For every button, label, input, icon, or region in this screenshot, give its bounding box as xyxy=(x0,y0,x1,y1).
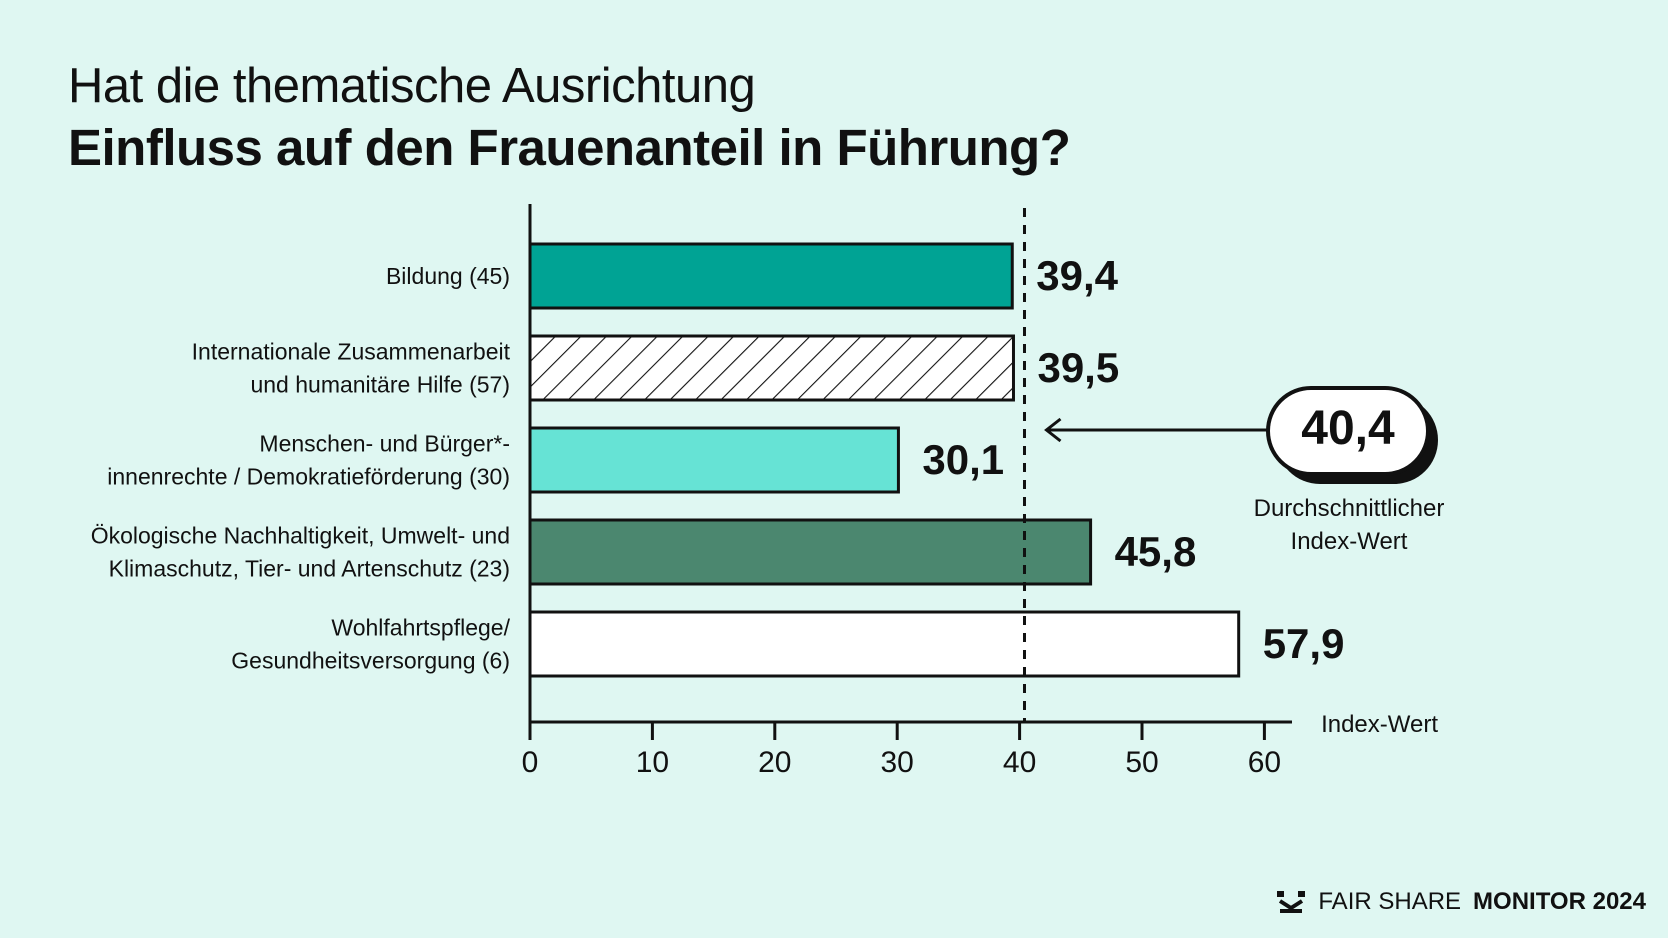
x-tick-label: 40 xyxy=(1003,746,1036,779)
bar xyxy=(528,426,900,494)
x-axis-label: Index-Wert xyxy=(1321,711,1438,738)
bar xyxy=(528,334,1015,402)
category-label: Menschen- und Bürger*- xyxy=(259,431,510,457)
title-line-2: Einfluss auf den Frauenanteil in Führung… xyxy=(68,119,1071,176)
brand-logo: FAIR SHARE MONITOR 2024 xyxy=(1276,888,1646,916)
brand-part-2: MONITOR 2024 xyxy=(1473,888,1646,915)
category-label: Bildung (45) xyxy=(386,263,510,289)
average-arrow-head xyxy=(1044,417,1062,443)
bar-value-label: 30,1 xyxy=(922,436,1004,483)
average-pill xyxy=(1266,386,1430,476)
category-label: Ökologische Nachhaltigkeit, Umwelt- und xyxy=(91,523,510,549)
x-tick-label: 10 xyxy=(636,746,669,779)
x-tick-label: 30 xyxy=(881,746,914,779)
category-label: innenrechte / Demokratieförderung (30) xyxy=(107,464,510,490)
bar-value-label: 57,9 xyxy=(1263,620,1345,667)
average-value-label: 40,4 xyxy=(1301,402,1395,455)
category-label: und humanitäre Hilfe (57) xyxy=(250,372,510,398)
average-caption: Durchschnittlicher xyxy=(1254,495,1445,522)
x-tick-label: 20 xyxy=(758,746,791,779)
bar xyxy=(528,242,1014,310)
title-line-1: Hat die thematische Ausrichtung xyxy=(68,59,756,113)
bar xyxy=(528,518,1093,586)
category-label: Gesundheitsversorgung (6) xyxy=(231,648,510,674)
bar-value-label: 45,8 xyxy=(1115,528,1197,575)
category-label: Klimaschutz, Tier- und Artenschutz (23) xyxy=(109,556,510,582)
x-tick-label: 50 xyxy=(1125,746,1158,779)
bar-value-label: 39,5 xyxy=(1037,344,1119,391)
bar xyxy=(528,610,1241,678)
category-label: Internationale Zusammenarbeit xyxy=(192,339,511,365)
x-tick-label: 0 xyxy=(522,746,539,779)
category-label: Wohlfahrtspflege/ xyxy=(331,615,510,641)
x-tick-label: 60 xyxy=(1248,746,1281,779)
fair-share-logo-icon xyxy=(1277,891,1306,913)
average-caption: Index-Wert xyxy=(1291,528,1408,555)
brand-part-1: FAIR SHARE xyxy=(1318,888,1462,915)
bar-value-label: 39,4 xyxy=(1036,252,1118,299)
